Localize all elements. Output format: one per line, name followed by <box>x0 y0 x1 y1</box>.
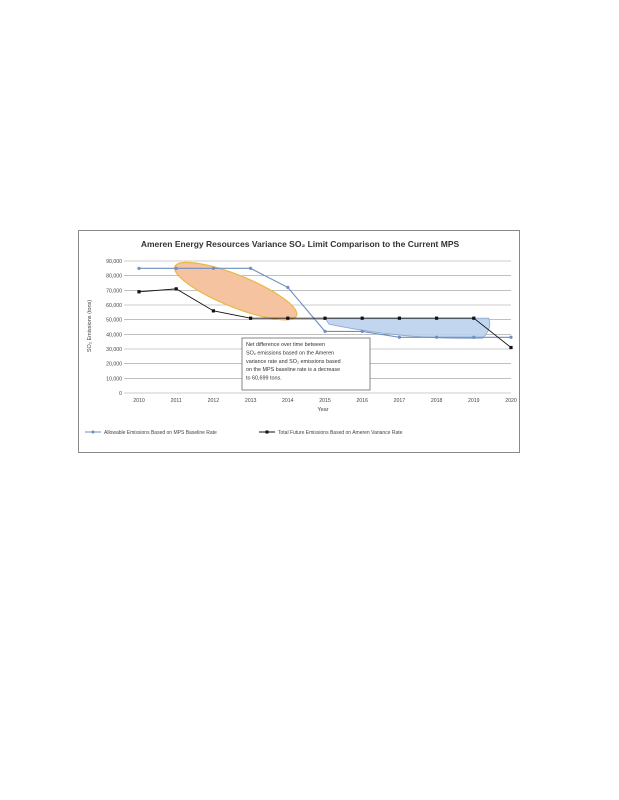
series-layer <box>137 266 513 350</box>
data-point <box>435 335 439 339</box>
y-tick-label: 90,000 <box>106 259 122 265</box>
x-tick-label: 2010 <box>133 398 145 404</box>
gridlines <box>124 260 511 394</box>
x-tick-label: 2014 <box>282 398 294 404</box>
annotation-box: Net difference over time between SO₂ emis… <box>241 337 371 391</box>
legend-swatch-marker <box>265 430 269 434</box>
y-tick-label: 70,000 <box>106 288 122 294</box>
y-tick-label: 0 <box>119 391 122 397</box>
data-point <box>211 266 215 270</box>
annotation-frame <box>241 337 371 391</box>
annotation-text: SO₂ emissions based on the Ameren <box>246 350 334 356</box>
x-tick-label: 2020 <box>505 398 517 404</box>
axis-layer: 0 10,000 20,000 30,000 40,000 50,000 60,000 70,… <box>106 259 517 404</box>
data-point <box>397 335 401 339</box>
x-tick-label: 2018 <box>431 398 443 404</box>
x-tick-label: 2015 <box>319 398 331 404</box>
data-point <box>249 316 253 320</box>
x-axis-label: Year <box>317 407 328 413</box>
data-point <box>174 266 178 270</box>
data-point <box>360 329 364 333</box>
y-axis-label: SO₂ Emissions (tons) <box>87 300 93 352</box>
blue-highlight-region <box>324 317 491 339</box>
data-point <box>360 316 364 320</box>
data-point <box>211 309 215 313</box>
y-tick-label: 10,000 <box>106 376 122 382</box>
x-tick-label: 2012 <box>208 398 220 404</box>
data-point <box>174 287 178 291</box>
annotation-text: variance rate and SO₂ emissions based <box>246 359 341 365</box>
x-tick-label: 2016 <box>356 398 368 404</box>
legend: Allowable Emissions Based on MPS Baselin… <box>85 430 403 436</box>
legend-label: Total Future Emissions Based on Ameren V… <box>278 430 403 436</box>
y-tick-label: 50,000 <box>106 318 122 324</box>
y-tick-label: 80,000 <box>106 274 122 280</box>
y-tick-label: 30,000 <box>106 347 122 353</box>
highlight-layer <box>174 261 491 339</box>
x-tick-label: 2017 <box>394 398 406 404</box>
data-point <box>472 335 476 339</box>
data-point <box>509 335 513 339</box>
y-tick-label: 60,000 <box>106 303 122 309</box>
annotation-text: on the MPS baseline rate is a decrease <box>246 367 340 373</box>
data-point <box>137 266 141 270</box>
data-point <box>323 329 327 333</box>
annotation-text: to 60,699 tons. <box>246 376 282 382</box>
data-point <box>286 285 290 289</box>
data-point <box>323 316 327 320</box>
x-tick-label: 2019 <box>468 398 480 404</box>
legend-label: Allowable Emissions Based on MPS Baselin… <box>104 430 217 436</box>
data-point <box>249 266 253 270</box>
y-tick-label: 40,000 <box>106 332 122 338</box>
data-point <box>472 316 476 320</box>
chart-frame: Ameren Energy Resources Variance SO₂ Lim… <box>78 230 520 453</box>
legend-swatch-marker <box>91 430 95 434</box>
data-point <box>435 316 439 320</box>
data-point <box>286 316 290 320</box>
x-tick-label: 2013 <box>245 398 257 404</box>
y-tick-label: 20,000 <box>106 362 122 368</box>
line-chart: Ameren Energy Resources Variance SO₂ Lim… <box>85 239 517 436</box>
data-point <box>509 345 513 350</box>
annotation-text: Net difference over time between <box>246 342 325 348</box>
data-point <box>137 290 141 294</box>
data-point <box>397 316 401 320</box>
x-tick-label: 2011 <box>171 398 182 404</box>
chart-title: Ameren Energy Resources Variance SO₂ Lim… <box>141 239 460 249</box>
orange-highlight-ellipse <box>174 261 298 321</box>
